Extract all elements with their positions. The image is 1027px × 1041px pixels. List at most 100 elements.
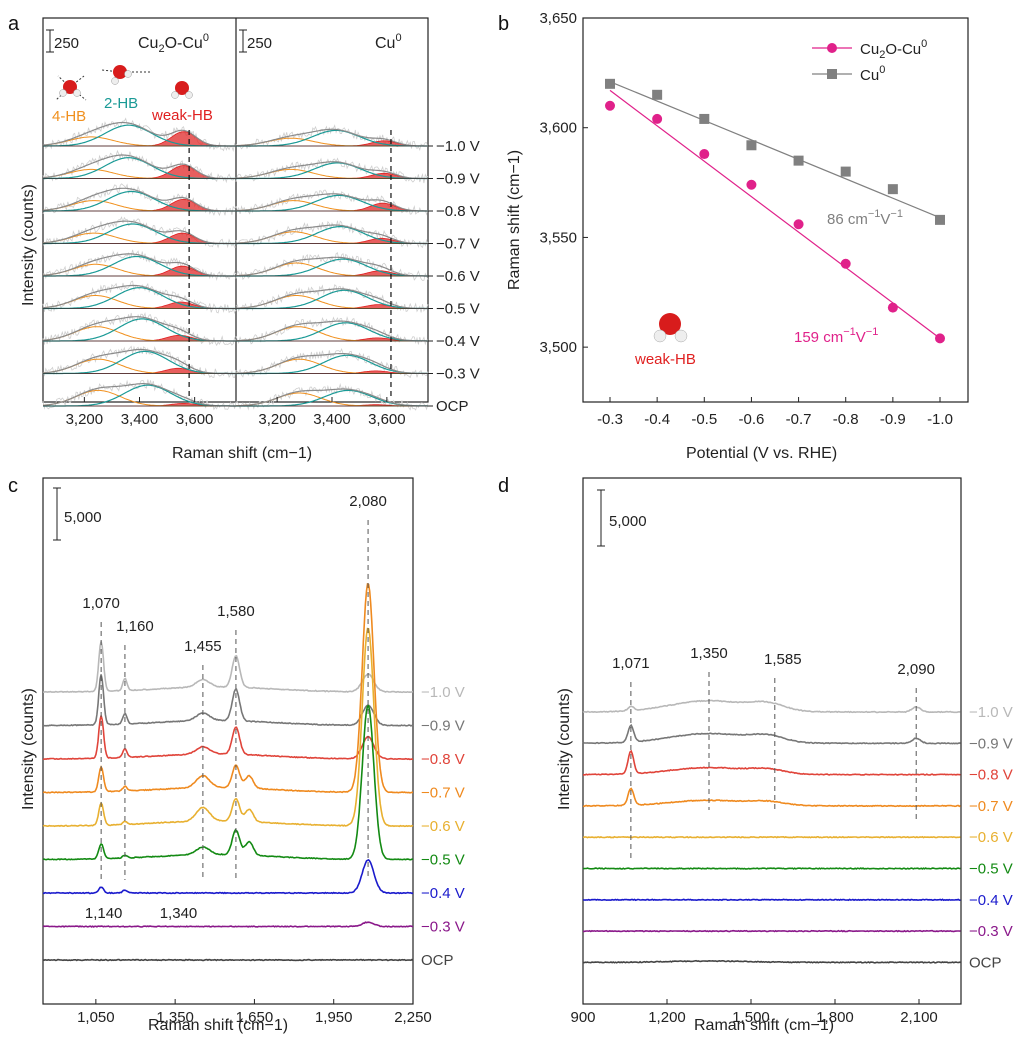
label-4hb: 4-HB — [52, 108, 86, 125]
d-series-label-7: −0.3 V — [969, 923, 1013, 940]
c-series-label-3: −0.7 V — [421, 785, 465, 802]
a-cu-fit-6 — [236, 320, 428, 342]
a-cu-raw-7 — [235, 348, 429, 379]
b-point-0-0 — [605, 100, 615, 111]
legend-marker-cu — [827, 69, 837, 79]
panel-b-frame — [582, 17, 969, 403]
c-spectrum-1 — [42, 674, 414, 727]
d-series-label-1: −0.9 V — [969, 735, 1013, 752]
a-cu2o-2hb-2 — [43, 190, 236, 212]
molecule-weakhb-icon — [171, 81, 193, 99]
b-ytick-label-3: 3,650 — [539, 10, 577, 27]
a-cu-fit-5 — [235, 288, 428, 310]
d-spectrum-8 — [582, 959, 961, 964]
a-cu2o-raw-5 — [42, 280, 237, 315]
scale-bar-a1-label: 250 — [54, 35, 79, 52]
a-potential-label-0: −1.0 V — [436, 138, 480, 155]
b-ytick-label-2: 3,600 — [539, 120, 577, 137]
label-weakhb: weak-HB — [151, 107, 213, 124]
b-xtick-label-7: -1.0 — [927, 411, 953, 428]
c-series-label-5: −0.5 V — [421, 852, 465, 869]
d-series-label-3: −0.7 V — [969, 798, 1013, 815]
b-xtick-label-3: -0.6 — [738, 411, 764, 428]
b-xtick-label-1: -0.4 — [644, 411, 670, 428]
panel-c: 5,000 1,070 1,160 1,455 1,580 2,080 1,140 1,34… — [20, 477, 465, 1034]
b-xtick-label-4: -0.7 — [786, 411, 812, 428]
c-series-label-6: −0.4 V — [421, 885, 465, 902]
d-annotation-top-1: 1,350 — [690, 645, 728, 662]
a-cu-xtick-label-2: 3,600 — [368, 411, 406, 428]
a-cu2o-raw-4 — [42, 249, 237, 281]
subpanel-title-cu: Cu0 — [375, 32, 402, 52]
b-fit-line-1 — [609, 81, 941, 219]
panel-a-spectra — [42, 117, 429, 411]
b-point-0-5 — [840, 258, 851, 269]
c-annotation-bottom-1: 1,340 — [160, 905, 198, 922]
a-cu-xtick-label-0: 3,200 — [258, 411, 296, 428]
b-point-0-7 — [935, 333, 945, 344]
c-xtick-label-0: 1,050 — [77, 1009, 115, 1026]
c-series-label-2: −0.8 V — [421, 751, 465, 768]
slope-label-cu2o: 159 cm−1V−1 — [794, 326, 878, 346]
panel-b-data — [605, 78, 945, 344]
a-cu-fit-4 — [235, 256, 428, 277]
a-cu2o-fit-7 — [42, 348, 236, 375]
panel-a-ylabel: Intensity (counts) — [20, 184, 37, 306]
panel-b-xlabel: Potential (V vs. RHE) — [686, 445, 837, 462]
subpanel-title-cu2o: Cu2O-Cu0 — [138, 32, 209, 55]
c-annotation-top-4: 2,080 — [349, 493, 387, 510]
d-series-label-8: OCP — [969, 954, 1002, 971]
b-xtick-label-6: -0.9 — [880, 411, 906, 428]
d-xtick-label-2: 1,500 — [732, 1009, 770, 1026]
a-potential-label-1: −0.9 V — [436, 171, 480, 188]
c-xtick-label-1: 1,350 — [156, 1009, 194, 1026]
panel-d-x-axis: 900 1,200 1,500 1,800 2,100 — [570, 999, 938, 1026]
legend-label-cu: Cu0 — [860, 64, 885, 84]
a-cu2o-xtick-label-1: 3,400 — [121, 411, 159, 428]
b-xtick-label-5: -0.8 — [833, 411, 859, 428]
label-2hb: 2-HB — [104, 95, 138, 112]
b-point-0-6 — [887, 302, 898, 313]
b-point-1-2 — [699, 113, 710, 124]
a-cu2o-fit-6 — [42, 316, 236, 342]
a-cu-fit-2 — [235, 193, 428, 212]
c-series-label-4: −0.6 V — [421, 818, 465, 835]
panel-c-series-labels: −1.0 V −0.9 V −0.8 V −0.7 V −0.6 V −0.5 V −0.4… — [421, 684, 465, 969]
panel-letter-d: d — [498, 475, 509, 497]
d-series-label-4: −0.6 V — [969, 829, 1013, 846]
panel-c-spectra: 1,070 1,160 1,455 1,580 2,080 1,140 1,340 — [42, 493, 414, 962]
c-series-label-0: −1.0 V — [421, 684, 465, 701]
c-series-label-1: −0.9 V — [421, 718, 465, 735]
a-cu2o-fit-5 — [42, 284, 236, 310]
b-ytick-label-1: 3,550 — [539, 229, 577, 246]
a-potential-label-7: −0.3 V — [436, 366, 480, 383]
b-xtick-label-2: -0.5 — [691, 411, 717, 428]
b-point-1-7 — [935, 214, 945, 225]
scale-bar-a2-label: 250 — [247, 35, 272, 52]
a-cu2o-fit-1 — [42, 154, 236, 180]
panel-d: 5,000 1,071 1,350 1,585 2,090 900 1,200 1,500… — [556, 477, 1013, 1034]
b-point-1-5 — [840, 166, 851, 177]
a-potential-label-2: −0.8 V — [436, 203, 480, 220]
a-cu-fit-1 — [235, 161, 428, 180]
d-annotation-top-3: 2,090 — [897, 661, 935, 678]
panel-b-ylabel: Raman shift (cm−1) — [506, 150, 523, 290]
d-spectrum-0 — [582, 699, 961, 714]
d-annotation-top-2: 1,585 — [764, 651, 802, 668]
b-xtick-label-0: -0.3 — [597, 411, 623, 428]
c-annotation-top-2: 1,455 — [184, 638, 222, 655]
panel-d-ylabel: Intensity (counts) — [556, 688, 573, 810]
c-spectrum-4 — [42, 627, 414, 828]
a-potential-label-5: −0.5 V — [436, 301, 480, 318]
a-cu-raw-3 — [235, 220, 429, 249]
c-spectrum-8 — [42, 958, 414, 962]
a-cu2o-fit-3 — [42, 220, 236, 245]
c-spectrum-0 — [42, 641, 414, 694]
d-spectrum-3 — [582, 787, 961, 808]
a-cu2o-2hb-1 — [43, 157, 236, 180]
a-cu2o-fit-2 — [42, 187, 236, 212]
b-point-1-0 — [605, 78, 615, 89]
d-series-label-0: −1.0 V — [969, 704, 1013, 721]
a-cu2o-fit-4 — [42, 253, 236, 277]
a-potential-label-6: −0.4 V — [436, 333, 480, 350]
